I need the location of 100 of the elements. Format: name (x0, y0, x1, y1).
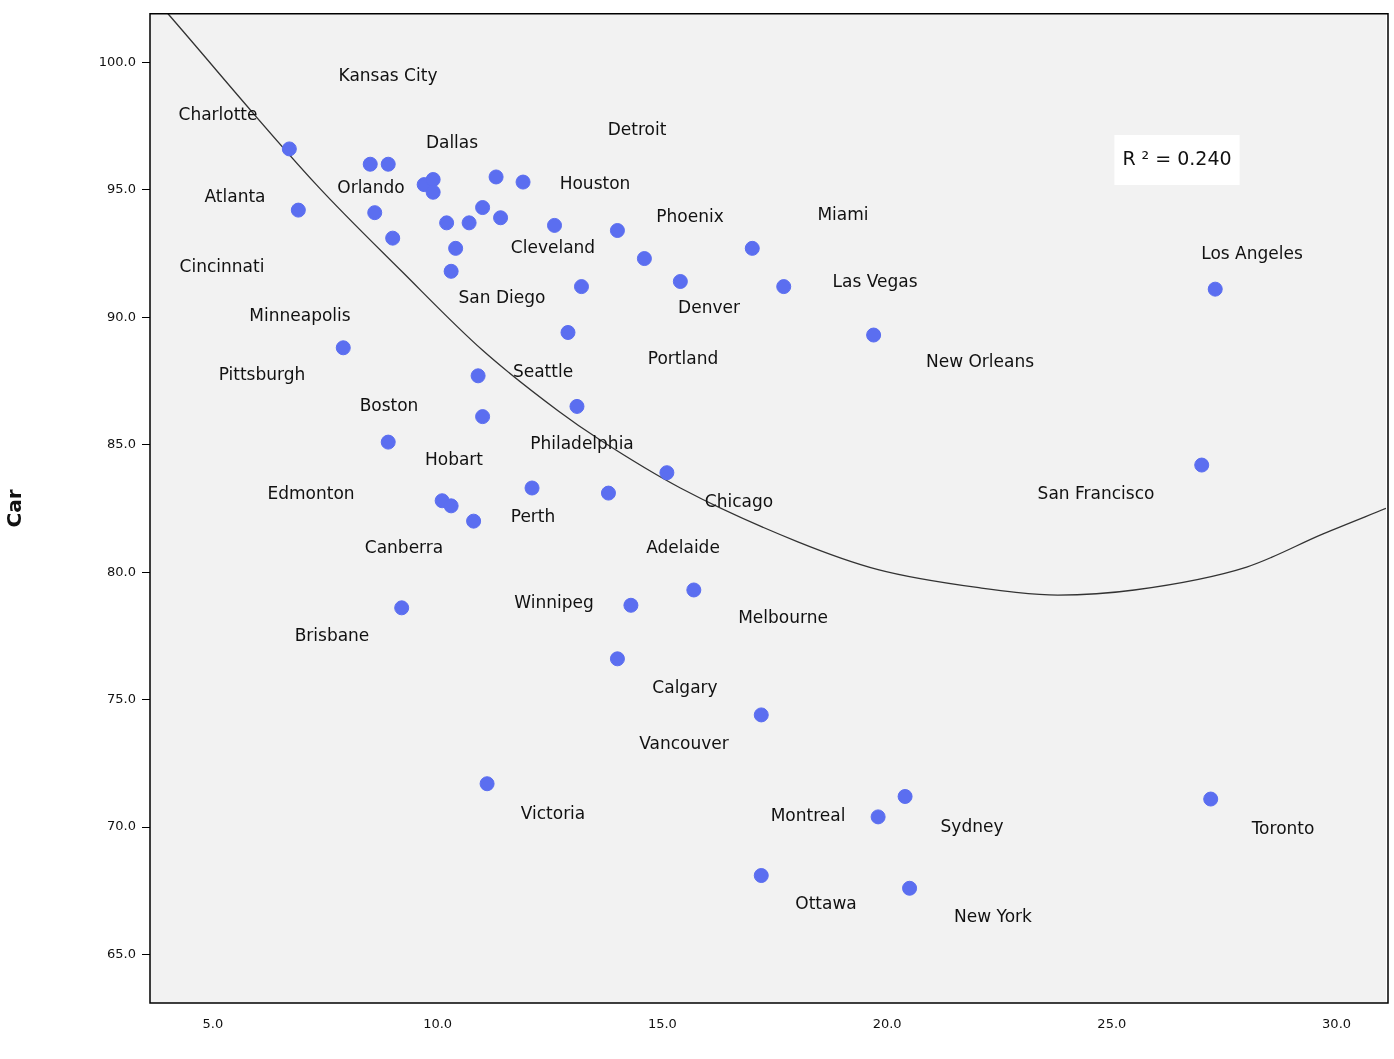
point (686, 582, 702, 598)
x-tick-label: 5.0 (202, 1016, 224, 1032)
annotation: Victoria (520, 803, 586, 824)
point (461, 215, 477, 231)
point (623, 597, 639, 613)
annotation: Ottawa (795, 893, 857, 914)
annotation: Dallas (425, 132, 479, 153)
annotation: Pittsburgh (218, 364, 306, 385)
annotation: New Orleans (925, 351, 1035, 372)
point (897, 788, 913, 804)
y-tick-label: 80.0 (107, 563, 136, 579)
annotation: Brisbane (294, 625, 370, 646)
annotation: Melbourne (738, 607, 828, 628)
point (367, 205, 383, 221)
annotation: New York (954, 906, 1033, 927)
annotation: Charlotte (178, 104, 258, 125)
point (362, 156, 378, 172)
y-tick-label: 65.0 (107, 945, 136, 961)
annotation: Vancouver (639, 733, 729, 754)
annotation: R ² = 0.240 (1122, 146, 1232, 169)
annotation: Miami (817, 204, 869, 225)
annotation: Canberra (364, 537, 444, 558)
point (425, 184, 441, 200)
annotation: Calgary (652, 677, 718, 698)
point (488, 169, 504, 185)
y-tick-label: 75.0 (107, 690, 136, 706)
point (776, 279, 792, 295)
annotation: Kansas City (338, 65, 438, 86)
annotation: Los Angeles (1201, 243, 1303, 264)
point (479, 776, 495, 792)
point (609, 223, 625, 239)
line-series (167, 13, 1386, 596)
point (380, 156, 396, 172)
y-tick-label: 85.0 (107, 436, 136, 452)
x-tick-label: 20.0 (872, 1016, 902, 1032)
point (866, 327, 882, 343)
point (335, 340, 351, 356)
y-axis-title: Car (2, 489, 27, 528)
point (439, 215, 455, 231)
annotation: Chicago (704, 491, 774, 512)
x-tick-label: 15.0 (647, 1016, 677, 1032)
point (443, 263, 459, 279)
point (573, 279, 589, 295)
point (753, 707, 769, 723)
point (569, 398, 585, 414)
point (493, 210, 509, 226)
point (385, 230, 401, 246)
point (902, 880, 918, 896)
annotation: Winnipeg (514, 592, 594, 613)
point (290, 202, 306, 218)
point (281, 141, 297, 157)
point (524, 480, 540, 496)
point (466, 513, 482, 529)
annotation: Sydney (940, 816, 1004, 837)
annotation: Toronto (1250, 818, 1315, 839)
y-tick-label: 95.0 (107, 181, 136, 197)
annotation: Minneapolis (249, 305, 351, 326)
annotation: Orlando (337, 177, 405, 198)
point (515, 174, 531, 190)
annotation: Atlanta (204, 186, 266, 207)
point (636, 251, 652, 267)
annotation: Hobart (424, 449, 484, 470)
annotation: Detroit (607, 119, 667, 140)
annotation: Seattle (512, 361, 574, 382)
x-tick-label: 10.0 (423, 1016, 453, 1032)
annotation: Montreal (770, 805, 846, 826)
y-tick-label: 70.0 (107, 818, 136, 834)
annotation: Boston (359, 395, 419, 416)
y-tick-label: 100.0 (98, 53, 136, 69)
annotation: Las Vegas (832, 271, 918, 292)
point (443, 498, 459, 514)
annotation: Phoenix (656, 206, 724, 227)
annotation: Edmonton (267, 483, 355, 504)
point (1203, 791, 1219, 807)
point (380, 434, 396, 450)
point (448, 240, 464, 256)
point (394, 600, 410, 616)
point (744, 240, 760, 256)
annotation: Houston (559, 173, 631, 194)
point (475, 409, 491, 425)
annotation: Portland (647, 348, 719, 369)
annotation: Denver (678, 297, 740, 318)
point (659, 465, 675, 481)
annotation: San Diego (458, 287, 546, 308)
point (547, 217, 563, 233)
annotation: San Francisco (1037, 483, 1155, 504)
point (672, 274, 688, 289)
annotation: Adelaide (646, 537, 720, 558)
point (1207, 281, 1223, 297)
annotation: Cincinnati (179, 256, 265, 277)
annotation: Perth (510, 506, 556, 527)
annotation: Cleveland (510, 237, 596, 258)
point (470, 368, 486, 384)
x-tick-label: 30.0 (1322, 1016, 1352, 1032)
point (475, 200, 491, 216)
point (600, 485, 616, 501)
point (1194, 457, 1210, 473)
point (425, 172, 441, 188)
x-tick-label: 25.0 (1097, 1016, 1127, 1032)
point (609, 651, 625, 667)
